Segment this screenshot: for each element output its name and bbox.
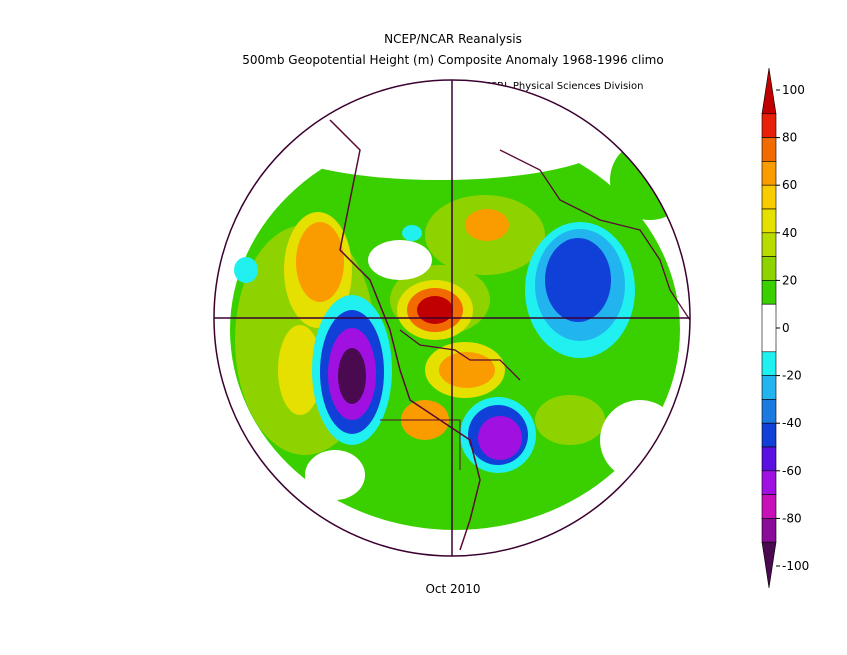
colorbar-band: [761, 137, 777, 162]
colorbar-band: [761, 256, 777, 281]
colorbar-band: [761, 303, 777, 353]
colorbar-band: [761, 422, 777, 448]
colorbar-tick-label: 60: [782, 178, 797, 192]
date-label: Oct 2010: [425, 582, 481, 596]
colorbar-tick-label: 100: [782, 83, 805, 97]
colorbar-band: [761, 541, 777, 589]
colorbar-tick-label: 80: [782, 131, 797, 145]
colorbar-tick-label: 40: [782, 226, 797, 240]
colorbar-band: [761, 399, 777, 424]
colorbar-band: [761, 446, 777, 472]
map-subtitle: 500mb Geopotential Height (m) Composite …: [242, 53, 664, 67]
colorbar-tick-label: -40: [782, 416, 802, 430]
colorbar-tick-label: 20: [782, 273, 797, 287]
colorbar-band: [761, 184, 777, 210]
colorbar-band: [761, 280, 777, 305]
colorbar-band: [761, 518, 777, 543]
colorbar-tick-label: -80: [782, 511, 802, 525]
colorbar-band: [761, 113, 777, 138]
colorbar-tick-label: -60: [782, 464, 802, 478]
colorbar-band: [761, 208, 777, 234]
colorbar-tick-label: 0: [782, 321, 790, 335]
colorbar-band: [761, 67, 777, 115]
colorbar-band: [761, 161, 777, 186]
colorbar-band: [761, 375, 777, 400]
colorbar-tick-label: -20: [782, 369, 802, 383]
colorbar-band: [761, 232, 777, 257]
colorbar-tick-label: -100: [782, 559, 809, 573]
colorbar-band: [761, 351, 777, 376]
colorbar-band: [761, 494, 777, 519]
credit-label: NOAA/ESRL Physical Sciences Division: [452, 81, 644, 92]
map-title: NCEP/NCAR Reanalysis: [384, 32, 522, 46]
colorbar-band: [761, 470, 777, 495]
